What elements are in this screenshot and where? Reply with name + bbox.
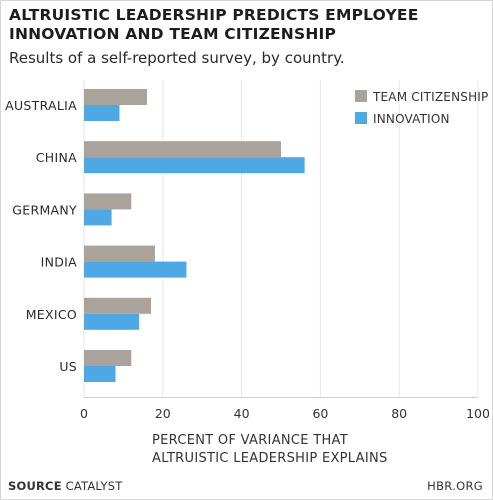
x-tick-label-40: 40 xyxy=(234,406,250,421)
bar-china-team-citizenship xyxy=(84,141,281,158)
bar-mexico-innovation xyxy=(84,313,140,330)
x-axis-label-line-1: PERCENT OF VARIANCE THAT xyxy=(152,433,348,448)
x-tick-label-0: 0 xyxy=(80,406,88,421)
source-value: CATALYST xyxy=(65,479,123,493)
chart-title-line-2: INNOVATION AND TEAM CITIZENSHIP xyxy=(9,25,337,43)
category-label-us: US xyxy=(59,359,77,374)
bar-germany-team-citizenship xyxy=(84,193,132,210)
brand-mark: HBR.ORG xyxy=(427,479,483,493)
category-label-germany: GERMANY xyxy=(12,202,77,217)
bar-us-team-citizenship xyxy=(84,350,132,366)
bar-china-innovation xyxy=(84,157,305,174)
chart-title-line-1: ALTRUISTIC LEADERSHIP PREDICTS EMPLOYEE xyxy=(9,6,419,24)
category-label-china: CHINA xyxy=(36,150,77,165)
bar-us-innovation xyxy=(84,366,116,382)
x-axis-label: PERCENT OF VARIANCE THAT ALTRUISTIC LEAD… xyxy=(152,432,472,468)
source-label: SOURCE xyxy=(8,479,62,493)
x-tick-label-80: 80 xyxy=(391,406,407,421)
category-label-india: INDIA xyxy=(41,255,78,270)
legend-label-innovation: INNOVATION xyxy=(373,112,450,126)
legend-label-team-citizenship: TEAM CITIZENSHIP xyxy=(372,90,488,104)
x-axis-label-line-2: ALTRUISTIC LEADERSHIP EXPLAINS xyxy=(152,451,388,466)
x-tick-label-60: 60 xyxy=(312,406,328,421)
chart-title: ALTRUISTIC LEADERSHIP PREDICTS EMPLOYEE … xyxy=(9,6,479,44)
source-credit: SOURCE CATALYST xyxy=(8,479,122,493)
x-tick-label-20: 20 xyxy=(155,406,171,421)
bar-india-innovation xyxy=(84,261,187,278)
bar-australia-innovation xyxy=(84,105,120,121)
bar-mexico-team-citizenship xyxy=(84,297,151,314)
category-label-australia: AUSTRALIA xyxy=(5,98,77,113)
x-tick-label-100: 100 xyxy=(466,406,490,421)
legend-swatch-innovation xyxy=(355,112,367,124)
bar-india-team-citizenship xyxy=(84,245,155,262)
chart-subtitle: Results of a self-reported survey, by co… xyxy=(9,49,345,67)
legend-swatch-team-citizenship xyxy=(355,90,367,102)
bar-germany-innovation xyxy=(84,209,112,226)
category-label-mexico: MEXICO xyxy=(26,307,77,322)
bar-australia-team-citizenship xyxy=(84,89,148,105)
